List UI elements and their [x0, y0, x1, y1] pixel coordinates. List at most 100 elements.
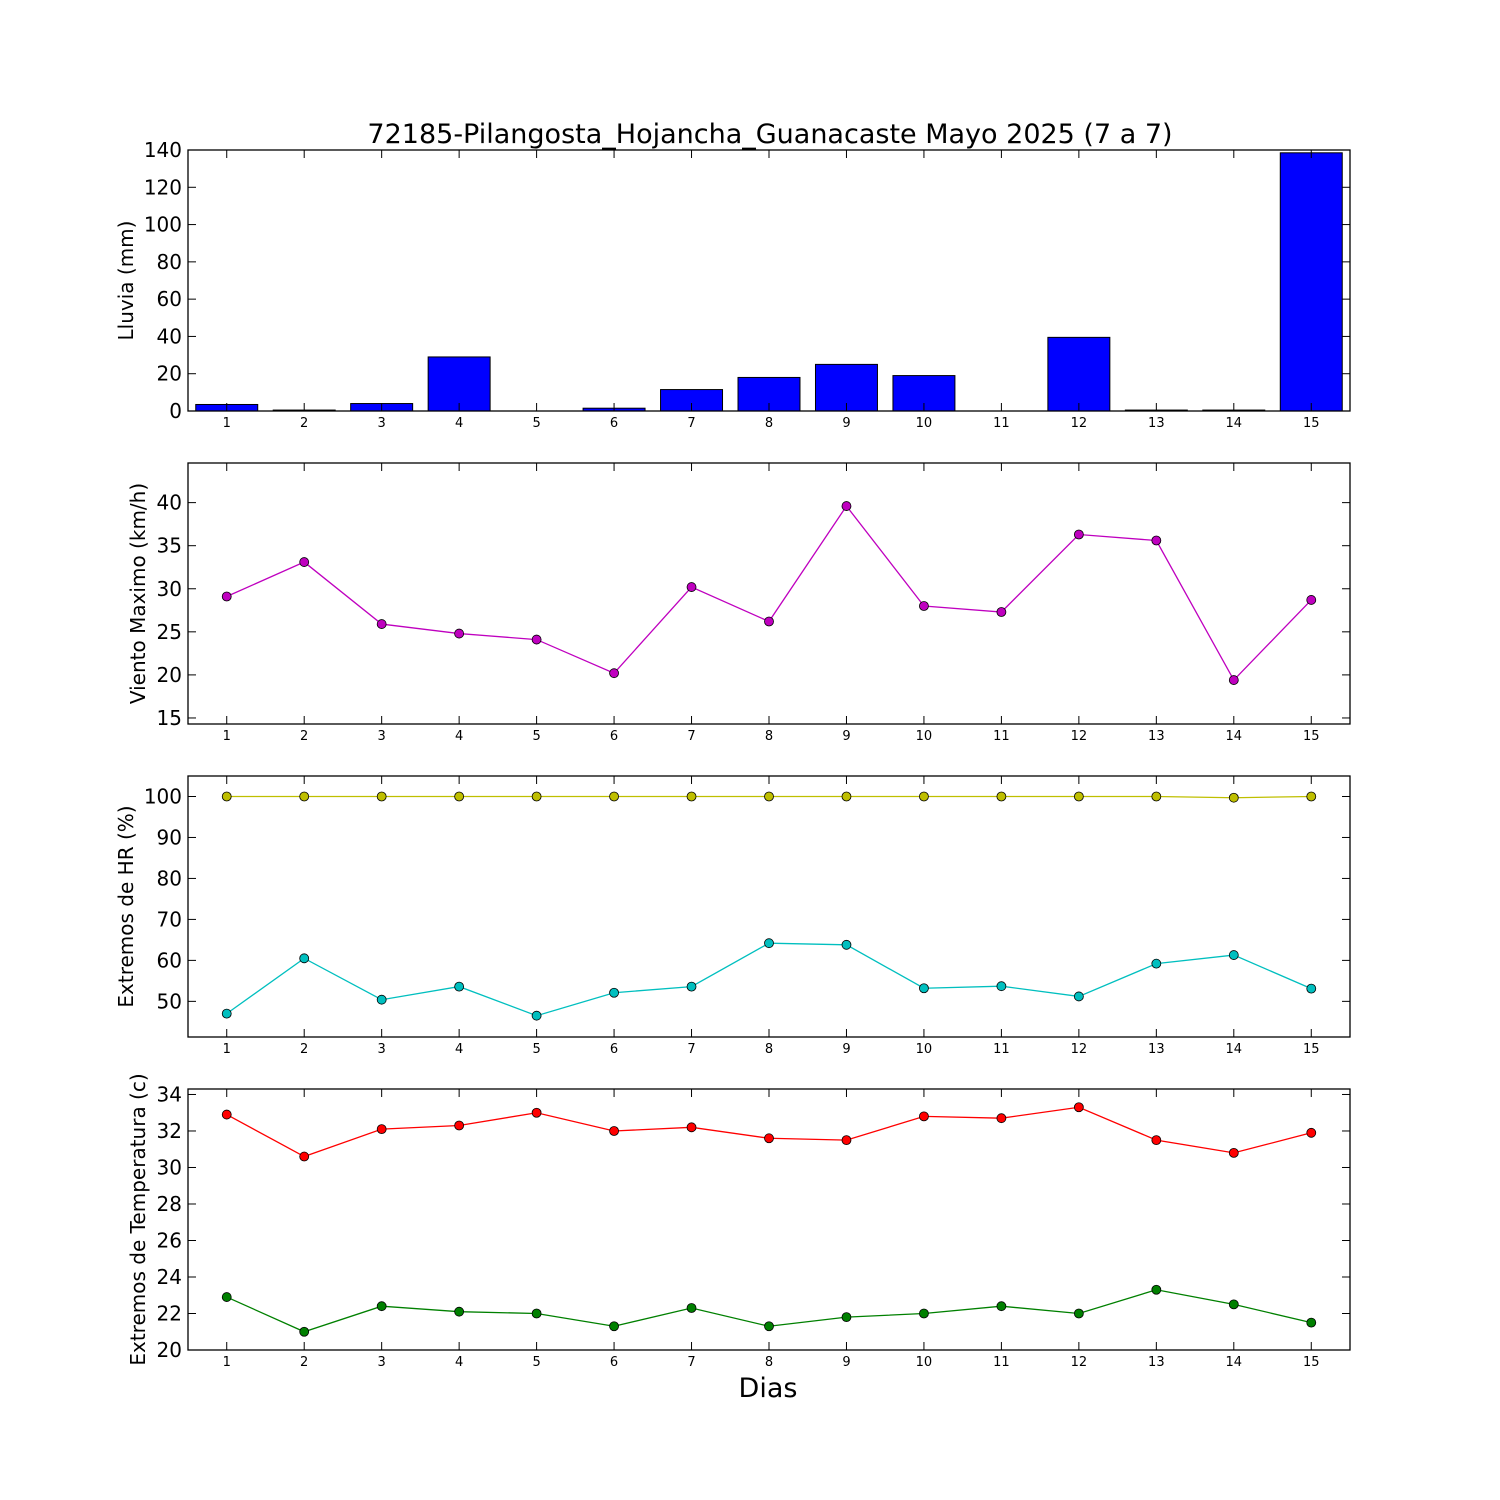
ytick-label: 30: [157, 1155, 182, 1179]
point-day-7: [686, 981, 697, 992]
xtick-label: 13: [1148, 729, 1165, 744]
line-series-1: [221, 501, 1317, 685]
ytick-label: 30: [157, 577, 182, 601]
xtick-label: 3: [378, 729, 386, 744]
xtick-label: 5: [532, 1355, 540, 1370]
point-day-1: [221, 791, 232, 802]
ytick-label: 140: [144, 138, 182, 162]
point-day-15: [1306, 595, 1317, 605]
point-day-3: [376, 1124, 387, 1135]
ytick-label: 100: [144, 213, 182, 237]
point-day-7: [686, 791, 697, 802]
point-day-9: [841, 939, 852, 950]
xtick-label: 1: [223, 729, 231, 744]
point-day-12: [1073, 1308, 1084, 1319]
ytick-label: 100: [144, 784, 182, 808]
ytick-label: 80: [157, 250, 182, 274]
xtick-label: 5: [532, 416, 540, 431]
point-day-4: [454, 1120, 465, 1131]
point-day-13: [1151, 1284, 1162, 1295]
xtick-label: 13: [1148, 1355, 1165, 1370]
chart-title: 72185-Pilangosta_Hojancha_Guanacaste May…: [367, 119, 1172, 150]
xtick-label: 2: [300, 1042, 308, 1057]
point-day-15: [1306, 1127, 1317, 1138]
ytick-label: 15: [157, 706, 182, 730]
y-axis-label: Extremos de Temperatura (c): [126, 1073, 150, 1365]
point-day-11: [996, 1301, 1007, 1312]
point-day-15: [1306, 1317, 1317, 1328]
line-series-1: [221, 791, 1317, 803]
ytick-label: 35: [157, 534, 182, 558]
ytick-label: 60: [157, 948, 182, 972]
ytick-label: 26: [157, 1228, 182, 1252]
xtick-label: 6: [610, 729, 618, 744]
point-day-6: [609, 668, 619, 679]
point-day-7: [686, 582, 697, 592]
ytick-label: 60: [157, 287, 182, 311]
ytick-label: 34: [157, 1082, 182, 1106]
point-day-4: [454, 791, 465, 802]
point-day-1: [221, 1292, 232, 1302]
xtick-label: 12: [1071, 729, 1088, 744]
point-day-10: [919, 601, 929, 611]
xtick-label: 11: [993, 729, 1010, 744]
point-day-12: [1073, 529, 1084, 540]
point-day-3: [376, 791, 387, 802]
xtick-label: 14: [1226, 416, 1243, 431]
xtick-label: 10: [916, 1355, 933, 1370]
point-day-12: [1073, 791, 1084, 802]
xtick-label: 14: [1226, 729, 1243, 744]
point-day-3: [376, 1301, 387, 1312]
point-day-8: [764, 1321, 774, 1332]
point-day-7: [686, 1122, 697, 1133]
xtick-label: 8: [765, 1355, 773, 1370]
point-day-14: [1228, 1299, 1239, 1310]
xtick-label: 10: [916, 729, 933, 744]
point-day-10: [919, 791, 929, 802]
point-day-4: [454, 1306, 465, 1317]
point-day-10: [919, 1308, 929, 1319]
axes-frame: [187, 462, 1351, 725]
xtick-label: 3: [378, 1042, 386, 1057]
point-day-2: [299, 1151, 310, 1162]
xtick-label: 7: [687, 729, 695, 744]
xtick-label: 4: [455, 416, 463, 431]
point-day-13: [1151, 1135, 1162, 1145]
series-line: [226, 1106, 1312, 1158]
xtick-label: 1: [223, 416, 231, 431]
xtick-label: 9: [842, 729, 850, 744]
point-day-9: [841, 501, 852, 511]
point-day-6: [609, 1321, 619, 1332]
xtick-label: 5: [532, 729, 540, 744]
point-day-13: [1151, 958, 1162, 969]
ytick-label: 20: [157, 362, 182, 386]
point-day-2: [299, 953, 310, 964]
xtick-label: 15: [1303, 1042, 1320, 1057]
bar-day-15: [1279, 152, 1343, 412]
point-day-3: [376, 994, 387, 1005]
series-line: [226, 942, 1312, 1017]
point-day-8: [764, 616, 774, 627]
xtick-label: 9: [842, 1355, 850, 1370]
point-day-11: [996, 981, 1007, 992]
point-day-2: [299, 557, 310, 567]
ytick-label: 24: [157, 1265, 182, 1289]
xtick-label: 6: [610, 1042, 618, 1057]
xtick-label: 1: [223, 1355, 231, 1370]
point-day-14: [1228, 792, 1239, 803]
ytick-label: 20: [157, 1338, 182, 1362]
xtick-label: 4: [455, 1042, 463, 1057]
point-day-15: [1306, 791, 1317, 802]
xtick-label: 11: [993, 1042, 1010, 1057]
xtick-label: 8: [765, 729, 773, 744]
point-day-6: [609, 791, 619, 802]
point-day-7: [686, 1303, 697, 1313]
xtick-label: 8: [765, 1042, 773, 1057]
xtick-label: 12: [1071, 1042, 1088, 1057]
point-day-2: [299, 1326, 310, 1337]
xtick-label: 8: [765, 416, 773, 431]
xtick-label: 9: [842, 1042, 850, 1057]
